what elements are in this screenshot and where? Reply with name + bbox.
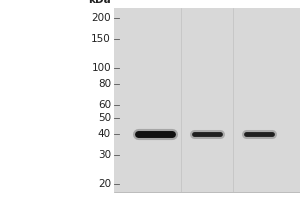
Text: kDa: kDa <box>88 0 111 5</box>
Text: 80: 80 <box>98 79 111 89</box>
Text: 150: 150 <box>91 34 111 44</box>
Text: C: C <box>255 0 263 1</box>
Text: 50: 50 <box>98 113 111 123</box>
Text: 30: 30 <box>98 150 111 160</box>
Text: A: A <box>151 0 159 1</box>
Text: 200: 200 <box>92 13 111 23</box>
Text: 40: 40 <box>98 129 111 139</box>
Text: 60: 60 <box>98 100 111 110</box>
Text: 100: 100 <box>92 63 111 73</box>
Text: 20: 20 <box>98 179 111 189</box>
Text: B: B <box>203 0 211 1</box>
